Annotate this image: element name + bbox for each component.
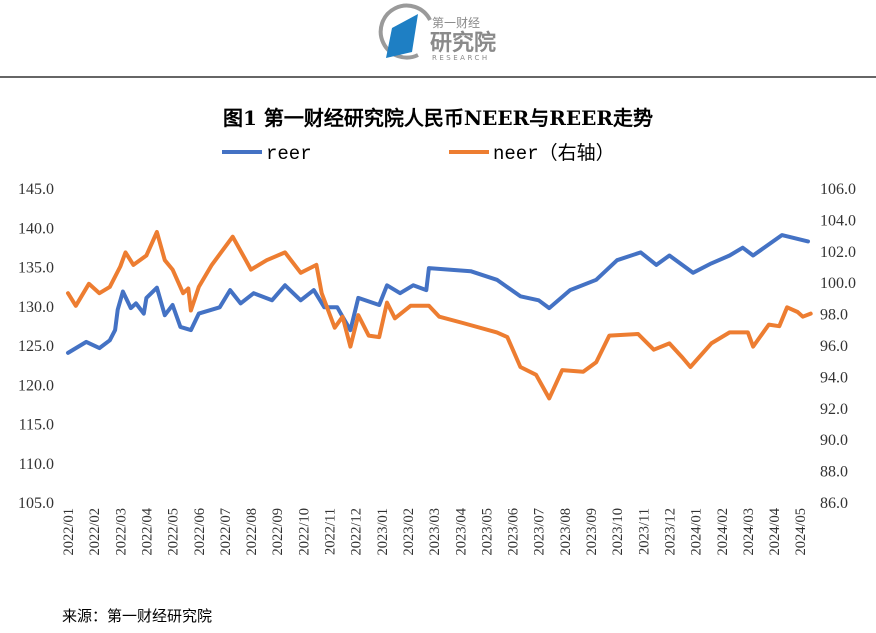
x-tick-label: 2024/02 <box>715 508 731 556</box>
legend-label-neer: neer（右轴） <box>493 142 615 165</box>
right-tick-label: 92.0 <box>820 401 848 418</box>
x-tick-label: 2023/12 <box>662 508 678 556</box>
left-tick-label: 140.0 <box>18 220 54 237</box>
x-tick-label: 2022/08 <box>244 508 260 556</box>
research-institute-logo: 第一财经 研究院 RESEARCH <box>378 3 496 62</box>
left-tick-label: 135.0 <box>18 260 54 277</box>
x-tick-label: 2022/11 <box>323 508 339 555</box>
x-tick-label: 2023/10 <box>610 508 626 556</box>
x-tick-label: 2024/04 <box>767 507 783 555</box>
x-tick-label: 2023/11 <box>636 508 652 555</box>
legend: reer neer（右轴） <box>222 142 615 165</box>
left-tick-label: 130.0 <box>18 299 54 316</box>
x-tick-label: 2022/07 <box>218 508 234 556</box>
right-axis-ticks: 106.0 104.0 102.0 100.0 98.0 96.0 94.0 92.0 90.0… <box>820 181 856 512</box>
series-line-neer <box>66 230 813 401</box>
left-tick-label: 115.0 <box>19 417 54 434</box>
x-tick-label: 2023/04 <box>453 507 469 555</box>
right-tick-label: 94.0 <box>820 369 848 386</box>
left-axis-ticks: 145.0 140.0 135.0 130.0 125.0 120.0 115.0 110.0… <box>18 181 54 512</box>
x-tick-label: 2024/03 <box>741 508 757 556</box>
right-tick-label: 106.0 <box>820 181 856 198</box>
x-tick-label: 2023/01 <box>375 508 391 556</box>
left-tick-label: 110.0 <box>19 456 54 473</box>
x-tick-label: 2022/10 <box>296 508 312 556</box>
logo-line2: 研究院 <box>430 30 496 56</box>
logo-blue-shape-icon <box>386 14 418 58</box>
legend-label-reer: reer <box>266 143 312 165</box>
x-tick-label: 2022/01 <box>61 508 77 556</box>
series-lines <box>66 230 813 401</box>
right-tick-label: 90.0 <box>820 432 848 449</box>
x-tick-label: 2022/05 <box>166 508 182 556</box>
x-tick-label: 2023/03 <box>427 508 443 556</box>
x-tick-label: 2023/06 <box>506 508 522 556</box>
x-tick-label: 2023/05 <box>479 508 495 556</box>
logo-line1: 第一财经 <box>432 16 480 30</box>
x-tick-label: 2022/06 <box>192 508 208 556</box>
x-tick-label: 2022/04 <box>139 507 155 555</box>
right-tick-label: 88.0 <box>820 464 848 481</box>
series-line-reer <box>66 233 810 355</box>
x-tick-label: 2024/05 <box>793 508 809 556</box>
x-axis-ticks: 2022/01 2022/02 2022/03 2022/04 2022/05 2022/… <box>61 507 809 555</box>
left-tick-label: 120.0 <box>18 377 54 394</box>
x-tick-label: 2023/02 <box>401 508 417 556</box>
right-tick-label: 96.0 <box>820 338 848 355</box>
x-tick-label: 2023/07 <box>532 508 548 556</box>
x-tick-label: 2022/12 <box>349 508 365 556</box>
x-tick-label: 2023/09 <box>584 508 600 556</box>
left-tick-label: 145.0 <box>18 181 54 198</box>
left-tick-label: 125.0 <box>18 338 54 355</box>
x-tick-label: 2022/03 <box>113 508 129 556</box>
logo-ring-icon <box>378 3 432 60</box>
chart-title: 图1 第一财经研究院人民币NEER与REER走势 <box>223 106 653 130</box>
logo-line3: RESEARCH <box>432 54 490 62</box>
x-tick-label: 2022/02 <box>87 508 103 556</box>
right-tick-label: 98.0 <box>820 307 848 324</box>
right-tick-label: 86.0 <box>820 495 848 512</box>
x-tick-label: 2024/01 <box>689 508 705 556</box>
source-note: 来源：第一财经研究院 <box>62 607 212 625</box>
right-tick-label: 100.0 <box>820 275 856 292</box>
left-tick-label: 105.0 <box>18 495 54 512</box>
x-tick-label: 2022/09 <box>270 508 286 556</box>
right-tick-label: 104.0 <box>820 212 856 229</box>
right-tick-label: 102.0 <box>820 244 856 261</box>
x-tick-label: 2023/08 <box>558 508 574 556</box>
